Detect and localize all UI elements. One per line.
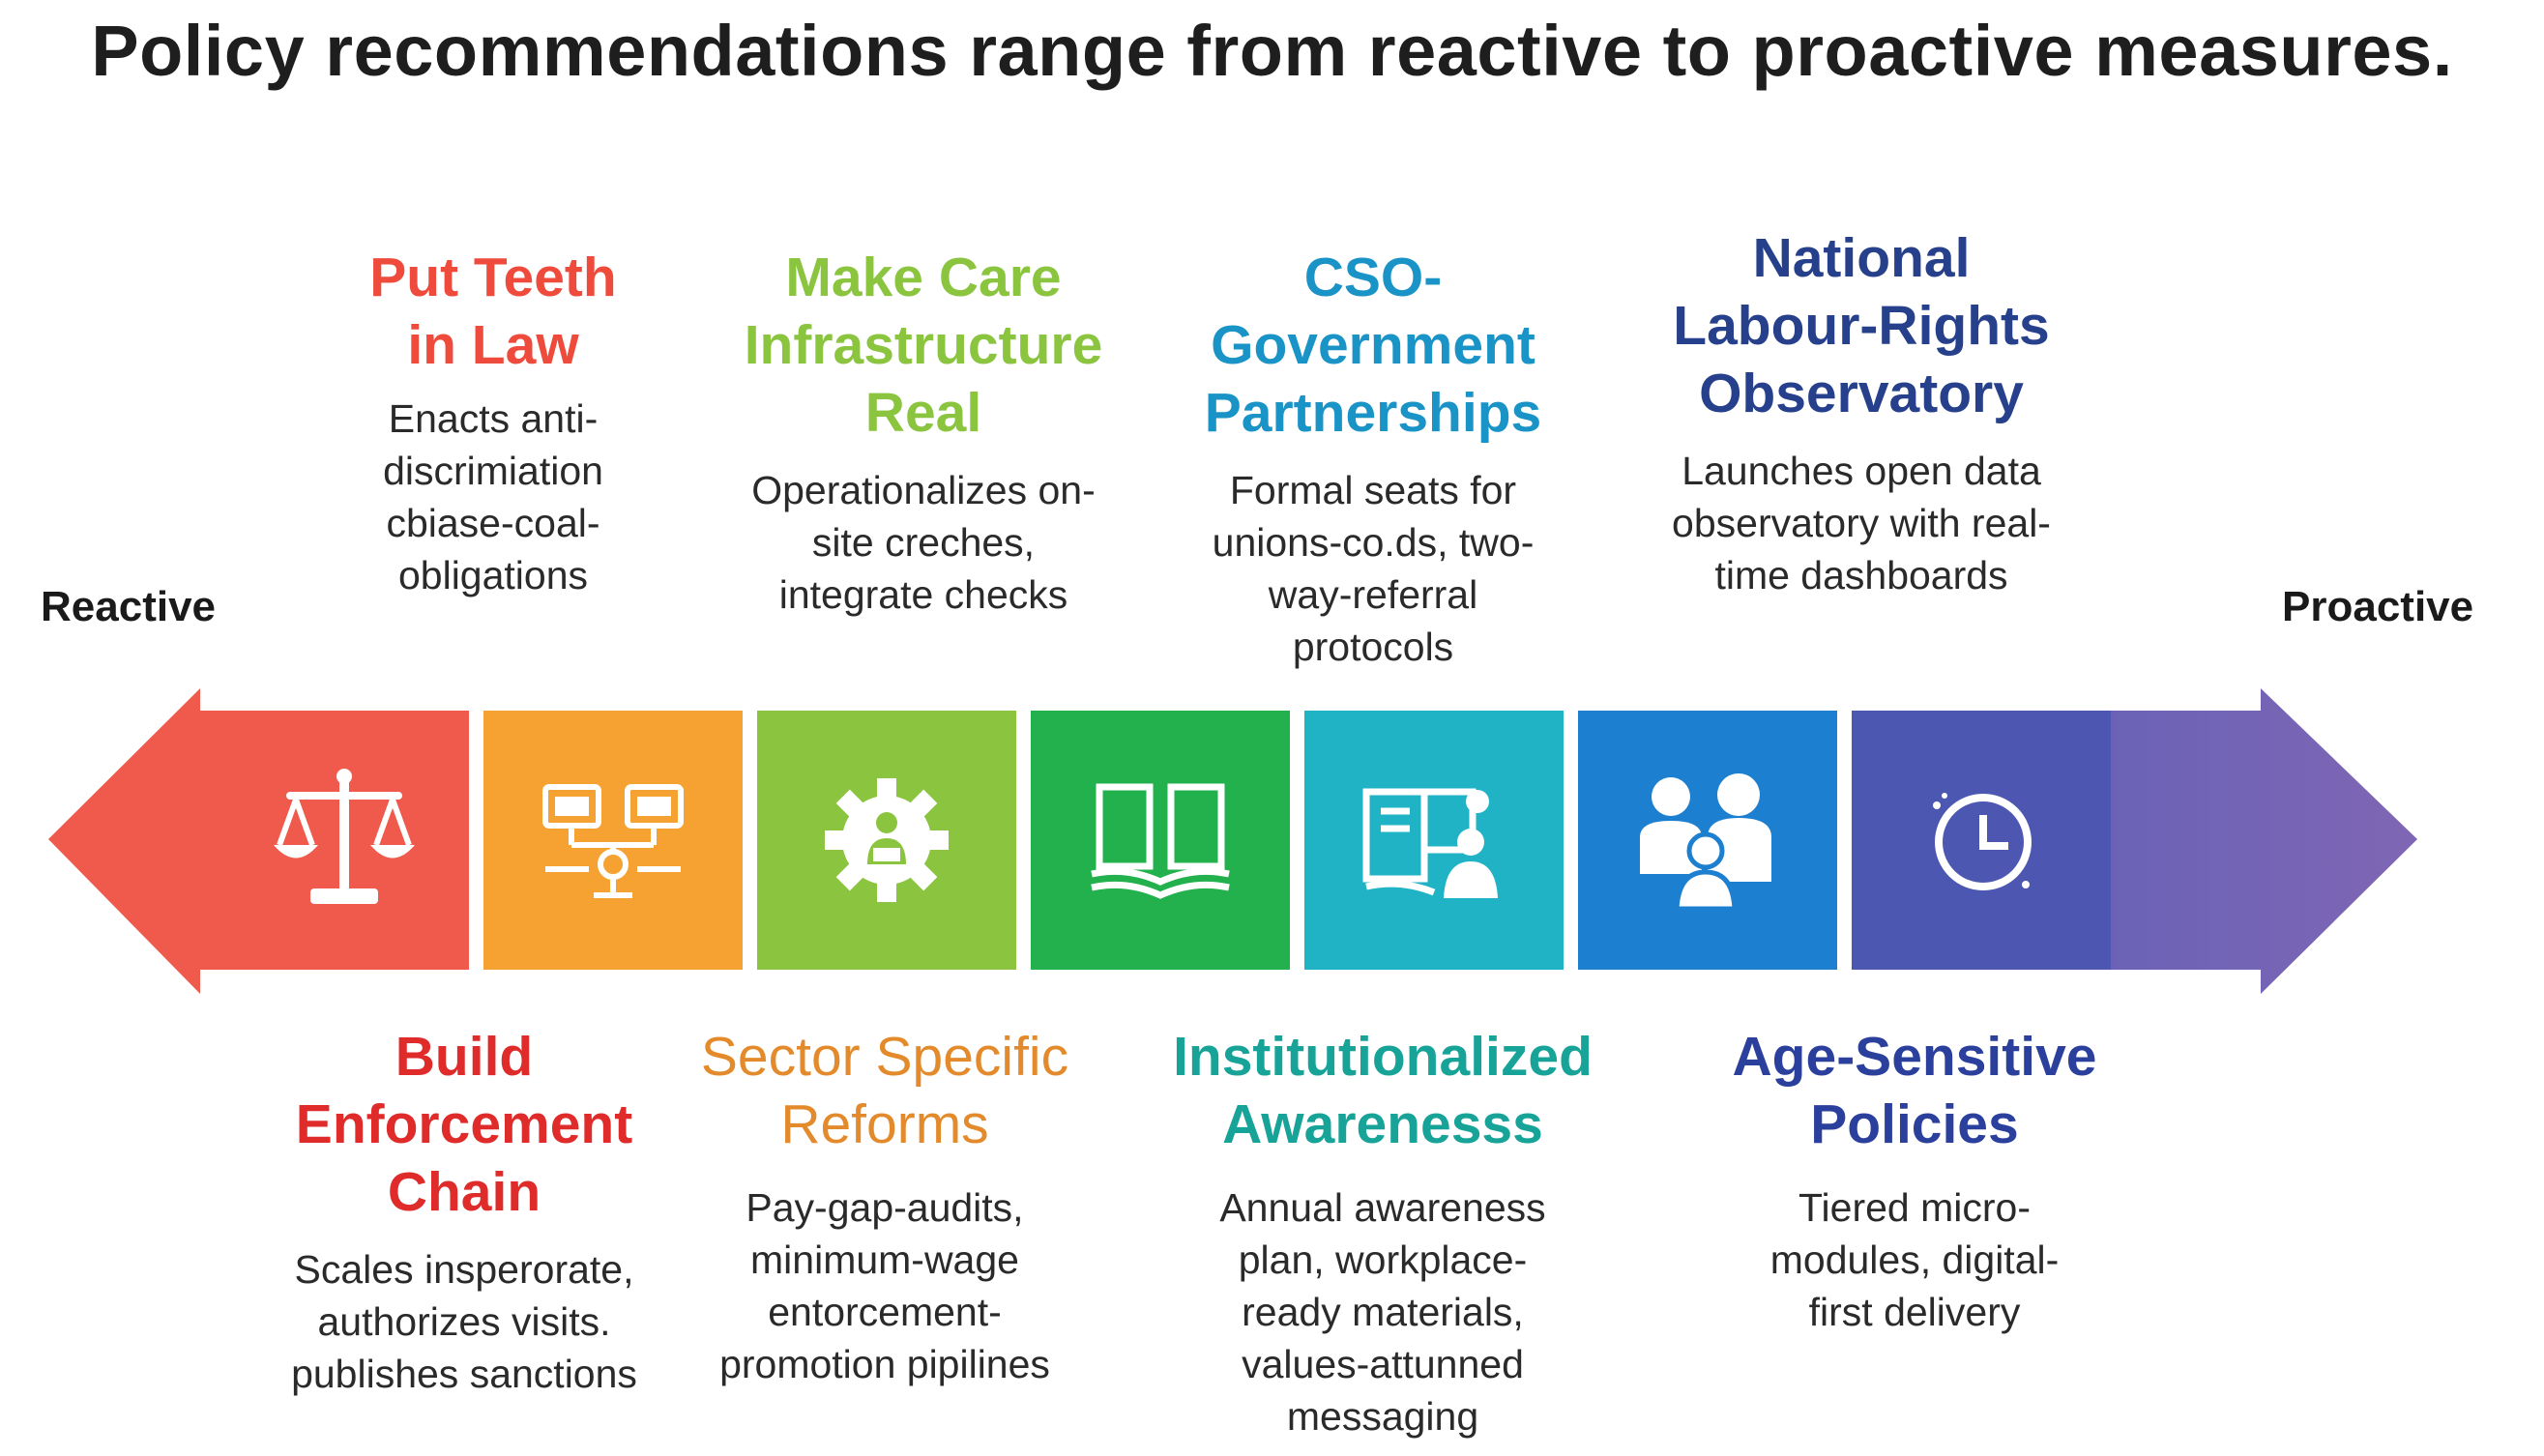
- top-item-national-labour-rights-observatory: National Labour-Rights Observatory Launc…: [1634, 224, 2089, 601]
- network-icon: [483, 711, 743, 970]
- bottom-item-heading: Build Enforcement Chain: [295, 1026, 633, 1223]
- arrow-segment-teal: [1304, 711, 1564, 970]
- gear-person-icon: [757, 711, 1016, 970]
- top-item-make-care-infrastructure-real: Make Care Infrastructure Real Operationa…: [720, 244, 1126, 621]
- bottom-item-age-sensitive-policies: Age-Sensitive Policies Tiered micro-modu…: [1702, 1023, 2127, 1338]
- reactive-label: Reactive: [41, 583, 217, 630]
- top-item-heading: National Labour-Rights Observatory: [1673, 227, 2050, 424]
- top-item-description: Enacts anti-discrimiation cbiase-coal-ob…: [383, 396, 603, 597]
- bottom-item-build-enforcement-chain: Build Enforcement Chain Scales insperora…: [261, 1023, 667, 1400]
- bottom-item-description: Tiered micro-modules, digital-first deli…: [1769, 1185, 2060, 1334]
- top-item-heading: Make Care Infrastructure Real: [744, 247, 1103, 444]
- top-item-cso-government-partnerships: CSO-Government Partnerships Formal seats…: [1180, 244, 1566, 673]
- top-item-description: Formal seats for unions-co.ds, two-way-r…: [1212, 468, 1535, 669]
- arrow-segment-orange: [483, 711, 743, 970]
- proactive-label: Proactive: [2282, 583, 2474, 630]
- top-item-heading: CSO-Government Partnerships: [1204, 247, 1542, 444]
- arrow-segment-green: [1031, 711, 1290, 970]
- bottom-item-heading: Age-Sensitive Policies: [1732, 1026, 2097, 1155]
- clock-icon: [1852, 711, 2111, 970]
- page-title: Policy recommendations range from reacti…: [91, 11, 2453, 91]
- arrow-segment-red: [48, 688, 469, 994]
- bottom-item-institutionalized-awarenesss: Institutionalized Awarenesss Annual awar…: [1141, 1023, 1624, 1442]
- bottom-item-description: Scales insperorate, authorizes visits. p…: [291, 1247, 637, 1396]
- family-icon: [1578, 711, 1837, 970]
- book-icon: [1031, 711, 1290, 970]
- bottom-item-sector-specific-reforms: Sector Specific Reforms Pay-gap-audits, …: [677, 1023, 1093, 1390]
- reading-person-icon: [1304, 711, 1564, 970]
- bottom-item-heading: Institutionalized Awarenesss: [1173, 1026, 1593, 1155]
- bottom-item-description: Annual awareness plan, workplace-ready m…: [1219, 1185, 1546, 1439]
- top-item-put-teeth-in-law: Put Teeth in Law Enacts anti-discrimiati…: [309, 244, 677, 601]
- top-item-description: Operationalizes on-site creches, integra…: [751, 468, 1096, 617]
- top-item-heading: Put Teeth in Law: [369, 247, 617, 376]
- top-item-description: Launches open data observatory with real…: [1672, 449, 2051, 597]
- bottom-item-heading: Sector Specific Reforms: [700, 1026, 1069, 1155]
- scales-icon: [215, 711, 474, 970]
- bottom-item-description: Pay-gap-audits, minimum-wage entorcement…: [719, 1185, 1050, 1386]
